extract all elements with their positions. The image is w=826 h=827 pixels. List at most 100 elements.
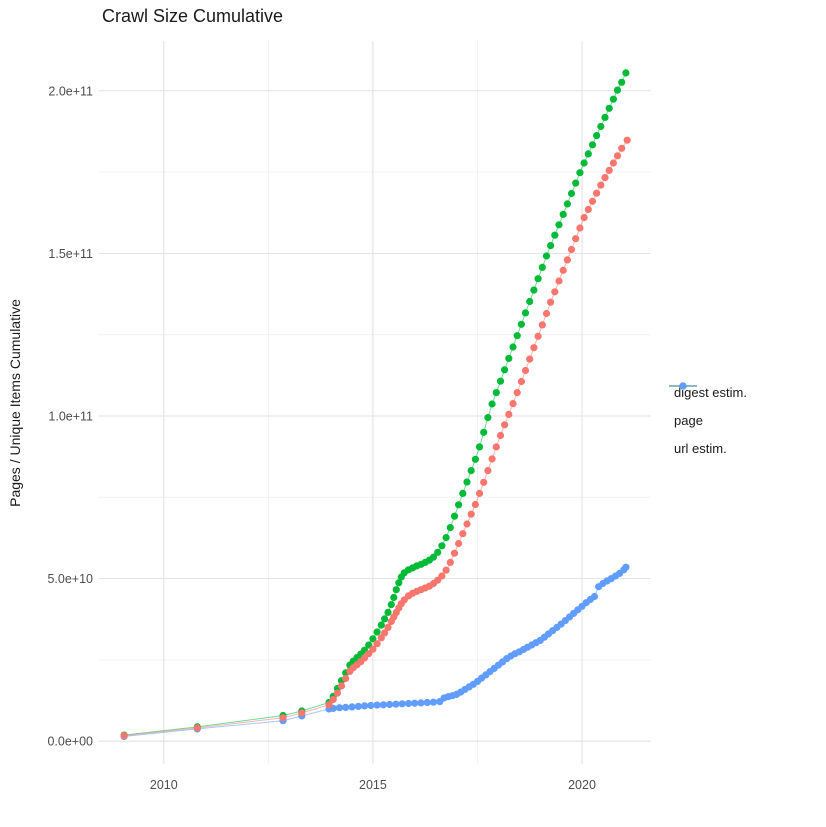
data-point <box>459 489 467 497</box>
data-point <box>395 579 403 587</box>
data-point <box>298 709 306 717</box>
data-point <box>542 252 551 260</box>
data-point <box>593 132 601 140</box>
data-point <box>348 703 356 711</box>
data-point <box>379 701 387 709</box>
data-point <box>471 500 479 509</box>
data-point <box>480 428 488 436</box>
data-point <box>551 288 559 296</box>
data-point <box>555 277 563 285</box>
data-point <box>429 698 438 706</box>
data-point <box>613 86 622 94</box>
data-point <box>450 512 459 520</box>
data-point <box>547 242 555 250</box>
data-point <box>411 699 419 707</box>
data-point <box>455 539 463 548</box>
data-point <box>588 141 597 149</box>
data-point <box>496 431 505 440</box>
data-point <box>584 205 592 214</box>
data-point <box>446 558 454 567</box>
y-tick-label: 2.0e+11 <box>48 84 93 98</box>
data-point <box>492 443 500 451</box>
data-point <box>360 702 369 710</box>
data-point <box>381 615 389 623</box>
data-point <box>381 629 389 637</box>
data-point <box>390 593 398 602</box>
data-point <box>369 645 377 653</box>
x-tick-label: 2015 <box>359 778 387 792</box>
data-point <box>547 298 555 306</box>
data-point <box>373 640 381 648</box>
data-point <box>509 400 517 408</box>
data-point <box>576 224 584 232</box>
data-point <box>342 674 350 683</box>
data-point <box>398 700 406 708</box>
data-point <box>572 235 580 243</box>
data-point <box>335 704 344 712</box>
data-point <box>597 122 605 131</box>
legend-label: page <box>674 412 703 428</box>
data-point <box>467 510 475 518</box>
data-point <box>337 682 346 690</box>
y-tick-label: 1.5e+11 <box>48 247 93 261</box>
data-point <box>120 732 128 740</box>
data-point <box>423 698 431 707</box>
data-point <box>342 703 350 712</box>
data-point <box>442 534 450 542</box>
data-point <box>623 136 631 144</box>
x-tick-label: 2010 <box>150 778 178 792</box>
data-point <box>354 702 362 711</box>
data-point <box>369 635 377 643</box>
data-point <box>471 455 479 463</box>
data-point <box>530 344 538 352</box>
data-point <box>521 366 530 375</box>
data-point <box>501 366 509 374</box>
data-point <box>559 210 567 218</box>
data-point <box>567 245 576 254</box>
legend: digest estim. page url estim. <box>666 378 747 462</box>
data-point <box>534 332 542 340</box>
data-point <box>517 377 526 386</box>
data-point <box>534 275 542 283</box>
legend-entry-page: page <box>666 382 747 434</box>
y-tick-label: 1.0e+11 <box>48 409 93 423</box>
data-point <box>505 354 513 362</box>
data-point <box>488 400 496 408</box>
data-point <box>605 104 613 112</box>
data-point <box>517 320 526 328</box>
data-point <box>496 377 505 385</box>
data-point <box>593 189 601 197</box>
data-point <box>605 166 613 174</box>
data-point <box>509 343 517 351</box>
data-point <box>597 181 605 189</box>
data-point <box>434 548 442 556</box>
data-point <box>480 478 488 486</box>
data-point <box>580 214 588 222</box>
url-estim-key-icon <box>669 382 697 390</box>
data-point <box>442 566 450 574</box>
data-point <box>601 113 609 121</box>
data-point <box>475 489 484 497</box>
data-point <box>459 530 467 538</box>
data-point <box>333 689 341 697</box>
data-point <box>373 628 381 636</box>
data-point <box>325 701 333 709</box>
data-point <box>446 524 454 532</box>
y-tick-label: 0.0e+00 <box>47 735 93 749</box>
data-point <box>484 467 492 475</box>
data-point <box>551 231 559 239</box>
data-point <box>429 553 438 561</box>
data-point <box>501 421 509 429</box>
data-point <box>417 699 425 707</box>
data-point <box>526 355 534 363</box>
data-point <box>513 332 521 340</box>
data-point <box>513 389 521 397</box>
data-point <box>588 197 597 205</box>
data-point <box>559 266 567 274</box>
data-point <box>384 608 392 617</box>
data-point <box>373 701 381 709</box>
data-point <box>618 78 626 86</box>
data-point <box>365 650 373 658</box>
